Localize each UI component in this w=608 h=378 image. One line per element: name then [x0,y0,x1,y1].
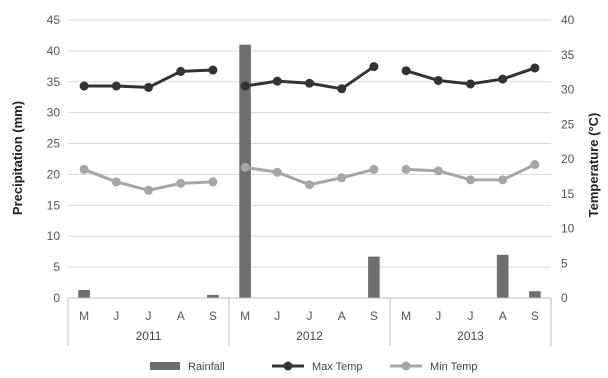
month-label: J [113,309,119,323]
legend: Rainfall Max Temp Min Temp [150,361,477,373]
min-temp-point [240,162,250,172]
min-temp-point [144,185,153,195]
rainfall-bar [529,291,541,298]
rainfall-legend-label: Rainfall [188,361,225,373]
max-temp-point [433,75,443,85]
rainfall-bar [207,294,219,298]
right-tick-label: 20 [561,152,575,166]
max-temp-point [498,74,508,84]
left-tick-label: 0 [53,291,60,305]
right-tick-label: 10 [561,222,575,236]
left-tick-label: 5 [53,260,60,274]
max-temp-point [337,84,347,94]
max-temp-point [240,81,250,91]
max-temp-point [272,76,282,86]
right-tick-label: 25 [561,117,575,131]
left-axis-title: Precipitation (mm) [10,101,25,215]
right-tick-label: 15 [561,187,575,201]
month-label: J [435,309,441,323]
year-label: 2013 [457,329,484,343]
left-tick-label: 25 [47,137,61,151]
month-label: A [499,309,507,323]
max-temp-point [530,63,540,73]
gridlines [68,19,551,268]
left-tick-label: 15 [47,198,61,212]
year-label: 2012 [296,329,323,343]
rainfall-bar [78,289,90,298]
axes: 0 5 10 15 20 25 30 35 40 45 0 5 10 15 20 25 30 35 40 M J J A S M… [47,13,575,346]
max-temp-point [208,65,218,75]
month-label: M [240,309,250,323]
month-label: J [146,309,152,323]
min-temp-point [401,164,411,174]
right-tick-label: 0 [561,291,568,305]
min-temp-point [208,177,218,187]
min-temp-legend-label: Min Temp [430,361,477,373]
min-temp-point [466,175,475,185]
month-label: J [274,309,280,323]
min-temp-point [530,160,540,170]
min-temp-point [176,178,186,188]
left-tick-label: 40 [47,44,61,58]
temperature-lines [79,62,540,195]
month-label: J [307,309,313,323]
left-tick-label: 10 [47,229,61,243]
min-temp-point [498,175,508,185]
max-temp-point [305,78,314,88]
month-label: J [468,309,474,323]
min-temp-point [111,177,121,187]
right-tick-label: 40 [561,13,575,27]
left-tick-label: 20 [47,167,61,181]
month-label: S [209,309,217,323]
max-temp-legend-marker [283,361,293,371]
min-temp-point [305,180,314,190]
max-temp-point [401,66,411,76]
month-label: A [338,309,346,323]
max-temp-point [111,81,121,91]
right-axis-title: Temperature (°C) [586,113,601,218]
min-temp-legend-marker [401,361,411,371]
max-temp-point [144,82,153,92]
left-tick-label: 45 [47,13,61,27]
right-tick-label: 35 [561,48,575,62]
max-temp-legend-label: Max Temp [312,361,363,373]
min-temp-point [79,164,89,174]
left-tick-label: 30 [47,106,61,120]
max-temp-point [369,62,379,72]
min-temp-point [369,164,379,174]
rainfall-bar [368,256,380,298]
left-tick-label: 35 [47,75,61,89]
right-tick-label: 5 [561,256,568,270]
rainfall-legend-swatch [150,362,180,370]
month-label: M [79,309,89,323]
rainfall-bar [496,254,509,298]
min-temp-point [337,173,347,183]
right-tick-label: 30 [561,83,575,97]
max-temp-point [176,66,186,76]
month-label: M [401,309,411,323]
min-temp-point [272,167,282,177]
max-temp-point [466,79,475,89]
month-label: A [177,309,185,323]
year-label: 2011 [136,329,162,343]
month-label: S [531,309,539,323]
min-temp-point [433,166,443,176]
max-temp-point [79,81,89,91]
month-label: S [370,309,378,323]
